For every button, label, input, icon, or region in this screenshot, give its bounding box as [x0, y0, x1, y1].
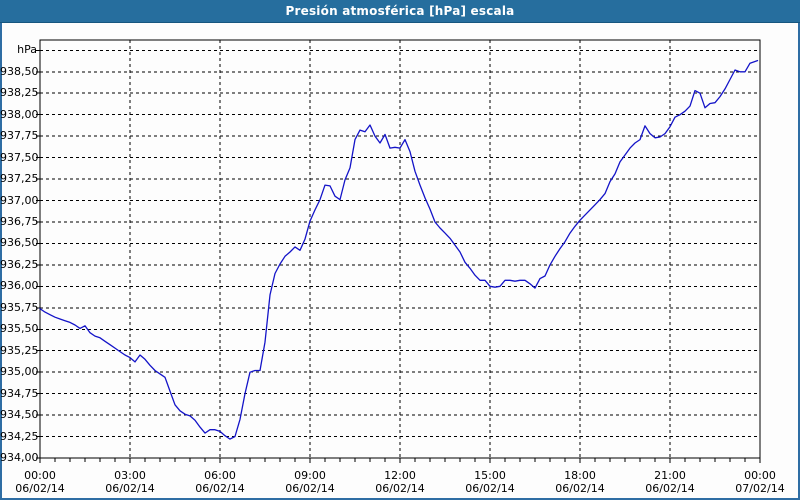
x-tick-time: 09:00 — [294, 469, 326, 482]
y-tick-label: 935,75 — [0, 300, 39, 314]
x-tick-time: 06:00 — [204, 469, 236, 482]
x-tick-label: 03:00 06/02/14 — [90, 469, 170, 495]
x-tick-date: 06/02/14 — [375, 482, 425, 495]
y-tick-label: 936,75 — [0, 214, 39, 228]
y-tick-label: 937,00 — [0, 193, 39, 207]
x-tick-date: 06/02/14 — [285, 482, 335, 495]
y-tick-label: 935,00 — [0, 365, 39, 379]
x-tick-time: 18:00 — [564, 469, 596, 482]
x-tick-date: 06/02/14 — [105, 482, 155, 495]
x-tick-label: 00:00 07/02/14 — [720, 469, 800, 495]
x-tick-label: 15:00 06/02/14 — [450, 469, 530, 495]
y-tick-label: 934,00 — [0, 451, 39, 464]
y-tick-label: 938,00 — [0, 107, 39, 121]
y-tick-label: 934,75 — [0, 386, 39, 400]
x-tick-time: 00:00 — [24, 469, 56, 482]
x-tick-time: 15:00 — [474, 469, 506, 482]
x-tick-time: 00:00 — [744, 469, 776, 482]
x-tick-date: 06/02/14 — [645, 482, 695, 495]
x-tick-time: 21:00 — [654, 469, 686, 482]
x-tick-label: 21:00 06/02/14 — [630, 469, 710, 495]
x-tick-date: 06/02/14 — [555, 482, 605, 495]
y-axis-unit-label: hPa — [17, 43, 37, 57]
y-tick-label: 937,25 — [0, 172, 39, 186]
x-tick-date: 06/02/14 — [195, 482, 245, 495]
x-tick-date: 06/02/14 — [465, 482, 515, 495]
y-tick-label: 935,25 — [0, 343, 39, 357]
chart-title: Presión atmosférica [hPa] escala — [285, 4, 515, 18]
x-tick-label: 00:00 06/02/14 — [0, 469, 80, 495]
x-tick-date: 07/02/14 — [735, 482, 785, 495]
y-tick-label: 937,75 — [0, 129, 39, 143]
x-tick-label: 12:00 06/02/14 — [360, 469, 440, 495]
x-tick-date: 06/02/14 — [15, 482, 65, 495]
pressure-series-line — [39, 59, 759, 440]
y-tick-label: 938,50 — [0, 64, 39, 78]
x-tick-label: 18:00 06/02/14 — [540, 469, 620, 495]
y-tick-label: 936,50 — [0, 236, 39, 250]
x-tick-label: 09:00 06/02/14 — [270, 469, 350, 495]
y-tick-label: 934,50 — [0, 408, 39, 422]
chart-title-bar: Presión atmosférica [hPa] escala — [0, 0, 800, 23]
x-tick-time: 12:00 — [384, 469, 416, 482]
x-tick-label: 06:00 06/02/14 — [180, 469, 260, 495]
y-tick-label: 938,25 — [0, 86, 39, 100]
y-tick-label: 936,00 — [0, 279, 39, 293]
y-tick-label: 934,25 — [0, 429, 39, 443]
x-tick-time: 03:00 — [114, 469, 146, 482]
y-tick-label: 936,25 — [0, 257, 39, 271]
y-tick-label: 935,50 — [0, 322, 39, 336]
y-tick-label: 937,50 — [0, 150, 39, 164]
